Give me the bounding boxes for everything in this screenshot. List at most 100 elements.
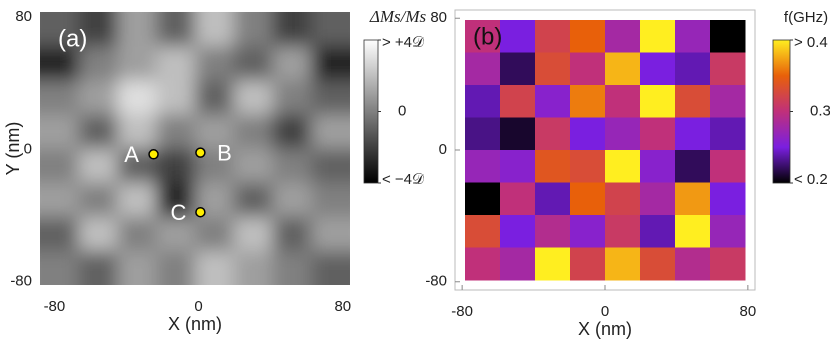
- heatmap-layer: [40, 12, 350, 285]
- heatmap-cell: [640, 215, 676, 248]
- heatmap-cell: [156, 250, 196, 285]
- heatmap-cell: [40, 250, 80, 285]
- heatmap-cell: [605, 117, 641, 151]
- heatmap-cell: [570, 215, 606, 248]
- heatmap-cell: [710, 20, 746, 53]
- heatmap-cell: [311, 250, 350, 285]
- colorbar: [772, 39, 791, 184]
- heatmap-cell: [311, 216, 350, 252]
- heatmap-cell: [78, 216, 118, 252]
- heatmap-cell: [311, 182, 350, 218]
- heatmap-cell: [675, 150, 711, 183]
- heatmap-cell: [710, 85, 746, 118]
- heatmap-cell: [78, 114, 118, 149]
- heatmap-cell: [78, 148, 118, 184]
- heatmap-cell: [272, 148, 312, 184]
- heatmap-cell: [233, 216, 273, 252]
- heatmap-cell: [195, 250, 235, 285]
- heatmap-cell: [117, 46, 157, 81]
- heatmap-cell: [640, 247, 676, 281]
- heatmap-cell: [500, 182, 536, 216]
- colorbar-tick-label: < −4𝒟: [382, 171, 424, 188]
- heatmap-cell: [272, 12, 312, 47]
- heatmap-cell: [78, 250, 118, 285]
- x-tick-label: -80: [451, 303, 473, 320]
- x-axis-label: X (nm): [168, 314, 222, 334]
- heatmap-cell: [78, 46, 118, 81]
- heatmap-cell: [465, 85, 501, 118]
- y-axis-label: Y (nm): [3, 122, 23, 176]
- point-label: A: [124, 142, 139, 167]
- heatmap-cell: [710, 117, 746, 151]
- heatmap-cell: [640, 182, 676, 216]
- colorbar-title: ΔMs/Ms: [369, 7, 427, 26]
- heatmap-cell: [535, 20, 571, 53]
- heatmap-cell: [311, 148, 350, 184]
- heatmap-cell: [233, 182, 273, 218]
- heatmap-cell: [233, 250, 273, 285]
- heatmap-cell: [233, 12, 273, 47]
- heatmap-cell: [570, 182, 606, 216]
- heatmap-cell: [675, 20, 711, 53]
- heatmap-cell: [535, 85, 571, 118]
- heatmap-cell: [272, 46, 312, 81]
- heatmap-cell: [675, 215, 711, 248]
- heatmap-cell: [78, 12, 118, 47]
- heatmap-cell: [605, 247, 641, 281]
- y-tick-label: 0: [24, 140, 32, 157]
- heatmap-cell: [465, 182, 501, 216]
- colorbar-tick-label: < 0.2: [794, 171, 828, 188]
- colorbar-tick-label: 0.3: [810, 102, 830, 119]
- heatmap-cell: [272, 216, 312, 252]
- heatmap-cell: [640, 20, 676, 53]
- heatmap-cell: [195, 80, 235, 115]
- x-tick-label: 0: [601, 303, 609, 320]
- heatmap-cell: [605, 150, 641, 183]
- heatmap-cell: [570, 20, 606, 53]
- heatmap-cell: [78, 182, 118, 218]
- point-marker: [148, 149, 159, 160]
- heatmap-cell: [535, 182, 571, 216]
- heatmap-cell: [675, 85, 711, 118]
- heatmap-cell: [640, 117, 676, 151]
- heatmap-cell: [311, 12, 350, 47]
- heatmap-cell: [710, 52, 746, 86]
- heatmap-cell: [675, 247, 711, 281]
- heatmap-cell: [465, 150, 501, 183]
- heatmap-cell: [605, 182, 641, 216]
- heatmap-cell: [117, 80, 157, 115]
- heatmap-cell: [605, 85, 641, 118]
- heatmap-cell: [465, 215, 501, 248]
- x-axis-label: X (nm): [578, 319, 632, 339]
- heatmap-cell: [195, 114, 235, 149]
- point-marker: [195, 206, 206, 218]
- heatmap-cell: [117, 250, 157, 285]
- heatmap-cell: [535, 215, 571, 248]
- colorbar-tick-label: > 0.4: [794, 34, 828, 51]
- heatmap-cell: [465, 247, 501, 281]
- heatmap-cell: [500, 117, 536, 151]
- heatmap-cell: [710, 247, 746, 281]
- heatmap: [465, 20, 746, 281]
- heatmap-cell: [156, 46, 196, 81]
- heatmap-cell: [675, 117, 711, 151]
- colorbar-tick-label: 0: [398, 102, 406, 119]
- heatmap-cell: [195, 216, 235, 252]
- heatmap-cell: [272, 182, 312, 218]
- heatmap-cell: [500, 85, 536, 118]
- heatmap-cell: [40, 12, 80, 47]
- panel-label: (b): [473, 23, 502, 50]
- heatmap-cell: [710, 215, 746, 248]
- y-tick-label: 80: [430, 9, 447, 26]
- heatmap-cell: [117, 12, 157, 47]
- x-tick-label: -80: [44, 298, 66, 315]
- heatmap-cell: [233, 46, 273, 81]
- heatmap-cell: [500, 20, 536, 53]
- x-tick-label: 0: [194, 298, 202, 315]
- heatmap-cell: [640, 52, 676, 86]
- heatmap-cell: [500, 150, 536, 183]
- heatmap-cell: [117, 114, 157, 149]
- colorbar-title: f(GHz): [784, 9, 828, 26]
